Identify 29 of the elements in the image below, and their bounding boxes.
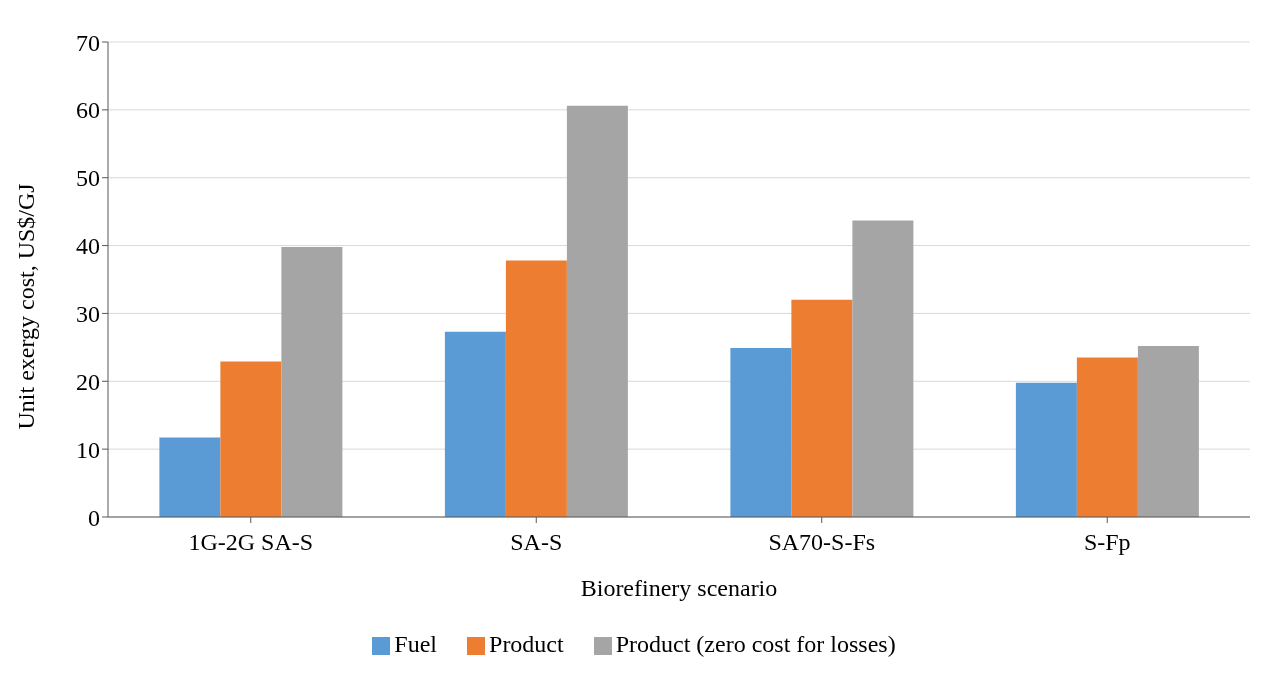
y-tick-label: 50 (76, 165, 100, 192)
bar (566, 105, 628, 517)
y-tick-label: 20 (76, 368, 100, 395)
x-tick-label: S-Fp (1083, 529, 1131, 556)
y-tick-label: 60 (76, 97, 100, 124)
bar (444, 331, 506, 517)
bar (159, 437, 221, 517)
y-axis-title: Unit exergy cost, US$/GJ (12, 183, 39, 430)
bar (791, 299, 853, 517)
x-tick-label: SA-S (510, 529, 563, 556)
legend-label: Fuel (394, 631, 438, 657)
y-tick-label: 30 (76, 300, 100, 327)
legend-label: Product (zero cost for losses) (615, 631, 896, 657)
y-tick-label: 10 (76, 436, 100, 463)
y-tick-label: 0 (88, 504, 100, 531)
bar (1137, 346, 1199, 517)
bar (1015, 382, 1077, 517)
x-tick-label: 1G-2G SA-S (188, 529, 314, 556)
x-axis-title: Biorefinery scenario (580, 575, 778, 602)
legend-label: Product (489, 631, 564, 657)
bar (220, 361, 282, 517)
bar (505, 260, 567, 517)
bar (281, 246, 343, 517)
bar (1076, 357, 1138, 517)
y-tick-label: 70 (76, 29, 100, 56)
y-tick-label: 40 (76, 233, 100, 260)
x-tick-label: SA70-S-Fs (768, 529, 876, 556)
bar (730, 348, 792, 517)
bar (852, 220, 914, 517)
